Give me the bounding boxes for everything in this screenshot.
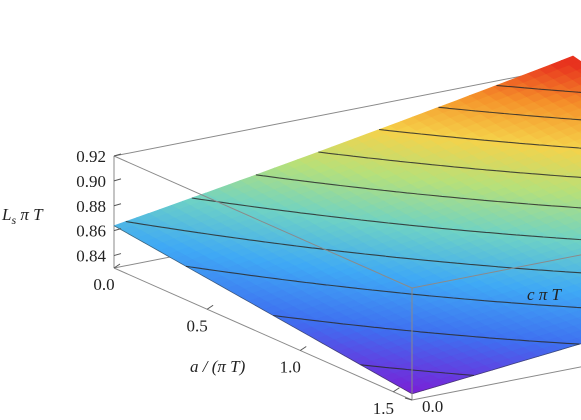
box-edge	[411, 366, 581, 401]
contour-line	[496, 84, 581, 93]
z-tick	[113, 228, 122, 232]
surface-patch	[575, 219, 581, 225]
z-tick-label: 0.90	[76, 172, 106, 191]
box-edge	[411, 254, 581, 289]
y-axis-label: c π T	[527, 285, 563, 304]
z-tick	[113, 253, 122, 257]
axis-labels: Ls π T a / (π T) c π T	[1, 205, 563, 376]
x-tick-label: 0.5	[187, 316, 208, 335]
x-tick	[206, 304, 214, 310]
x-tick	[299, 346, 307, 351]
axis-ticks: 0.840.860.880.900.920.00.51.01.50.00.51.…	[76, 147, 443, 418]
bounding-box-front	[113, 155, 581, 401]
z-axis-label: Ls π T	[1, 205, 44, 227]
contour-line	[191, 197, 581, 241]
box-edge	[113, 65, 574, 157]
x-tick-label: 1.0	[280, 358, 301, 377]
z-tick-label: 0.92	[76, 147, 106, 166]
z-tick-label: 0.88	[76, 197, 106, 216]
surface-patch	[575, 68, 581, 75]
surface-mesh	[113, 55, 581, 395]
z-tick	[113, 178, 122, 182]
x-tick-label: 0.0	[93, 275, 114, 294]
box-edge	[113, 267, 413, 401]
x-tick	[113, 263, 121, 269]
contour-line	[273, 314, 580, 345]
box-edge	[113, 155, 413, 289]
contour-line	[255, 174, 581, 209]
contour-line	[438, 106, 581, 121]
x-tick-label: 1.5	[373, 399, 394, 418]
contour-line	[318, 151, 581, 178]
z-tick-label: 0.84	[76, 247, 106, 266]
z-tick	[113, 203, 122, 207]
contour-line	[125, 220, 581, 274]
contour-line	[379, 128, 581, 149]
z-tick-label: 0.86	[76, 222, 106, 241]
y-tick	[404, 397, 413, 401]
z-tick	[113, 153, 122, 157]
x-tick	[393, 387, 400, 393]
contour-line	[185, 265, 581, 309]
contour-lines	[125, 84, 581, 376]
y-tick-label: 0.0	[422, 397, 443, 416]
x-axis-label: a / (π T)	[190, 357, 246, 376]
